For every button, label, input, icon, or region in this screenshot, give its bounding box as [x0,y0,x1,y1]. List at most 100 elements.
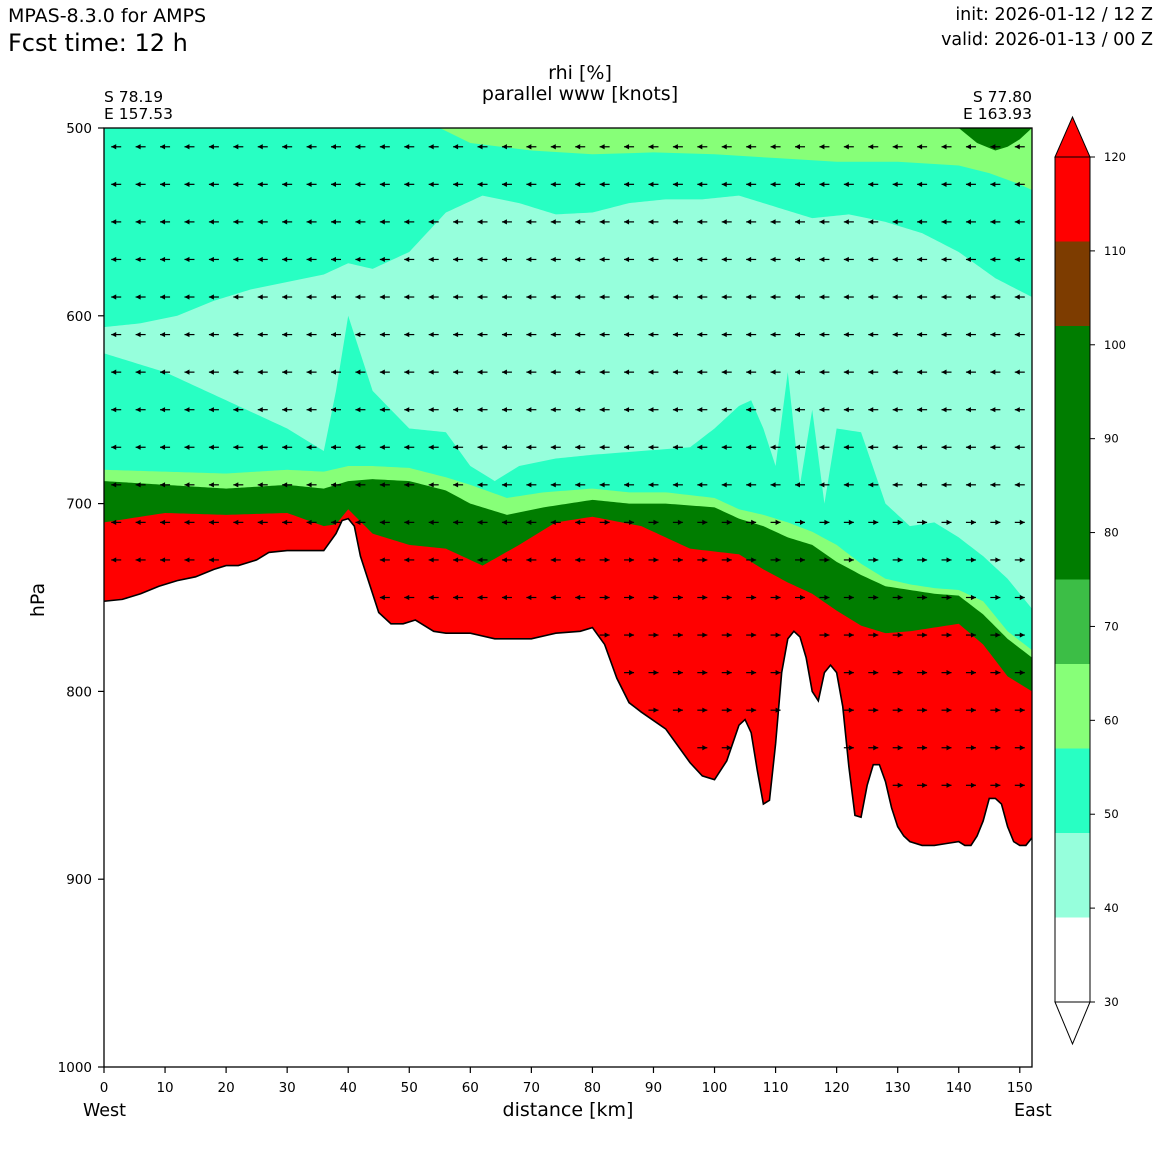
wind-arrow [501,444,512,450]
wind-arrow [599,407,610,413]
wind-arrow [306,294,317,300]
wind-arrow [379,594,390,601]
wind-arrow [843,707,854,713]
wind-arrow [135,557,146,563]
wind-arrow [208,557,219,563]
wind-arrow [526,369,537,375]
colorbar-level [1055,664,1090,749]
wind-arrow [477,444,488,450]
wind-arrow [892,369,903,375]
wind-arrow [208,331,219,338]
wind-arrow [990,745,1001,751]
wind-arrow [501,594,512,601]
wind-arrow [526,557,537,563]
wind-arrow [965,256,976,263]
wind-arrow [624,369,635,375]
wind-arrow [795,482,805,488]
wind-arrow [868,294,879,300]
wind-arrow [672,594,683,601]
wind-arrow [819,407,830,413]
forecast-time-label: Fcst time: 12 h [8,29,188,57]
wind-arrow [331,256,341,263]
wind-arrow [917,782,928,788]
terrain-outline [104,517,1032,847]
wind-arrow [453,557,464,563]
wind-arrow [282,407,293,413]
wind-arrow [868,144,879,150]
wind-arrow [746,331,757,338]
wind-arrow [453,331,464,338]
chart-subtitle: parallel www [knots] [481,83,679,105]
wind-arrow [233,256,244,263]
wind-arrow [501,519,512,525]
wind-arrow [135,144,146,150]
wind-arrow [721,707,732,713]
wind-arrow [770,407,781,413]
wind-arrow [135,482,146,488]
valid-time-label: valid: 2026-01-13 / 00 Z [941,30,1153,50]
wind-arrow [404,594,415,601]
wind-arrow [111,144,122,150]
wind-arrow [404,557,415,563]
wind-arrow [404,256,415,263]
wind-arrow [965,632,976,638]
wind-arrow [550,219,561,225]
wind-arrow [379,219,390,225]
wind-arrow [746,219,757,225]
wind-arrow [648,632,659,638]
wind-arrow [990,782,1001,788]
wind-arrow [917,181,928,187]
wind-arrow [721,519,732,525]
wind-arrow [746,369,757,375]
wind-arrow [233,181,244,187]
wind-arrow [721,745,732,751]
wind-arrow [501,219,512,225]
wind-arrow [257,256,268,263]
wind-arrow [892,782,903,788]
wind-arrow [941,557,952,563]
wind-arrow [672,294,683,300]
wind-arrow [160,144,171,150]
wind-arrow [208,219,219,225]
wind-arrow [306,256,317,263]
wind-arrow [550,256,561,263]
wind-arrow [526,444,537,450]
wind-arrow [697,557,708,563]
wind-arrow [721,444,732,450]
colorbar-frame [1054,156,1091,1003]
wind-arrow [892,482,903,488]
wind-arrow [208,519,219,525]
wind-arrow [550,594,561,601]
wind-arrow [819,519,830,525]
wind-arrow [819,331,830,338]
wind-arrow [160,256,171,263]
wind-arrow [1014,632,1025,638]
wind-arrow [770,519,781,525]
wind-arrow [672,369,683,375]
wind-arrow [648,557,659,563]
wind-arrow [331,444,341,450]
wind-arrow [624,557,635,563]
colorbar-level [1055,579,1090,664]
wind-arrow [1014,707,1025,713]
wind-arrow [599,444,610,450]
wind-arrow [306,407,317,413]
right-end-lat: S 77.80 [972,88,1032,106]
wind-arrow [135,407,146,413]
wind-arrow [746,707,757,713]
wind-arrow [599,632,610,638]
wind-arrow [990,144,1001,150]
right-end-lon: E 163.93 [963,105,1032,123]
wind-arrow [184,482,195,488]
wind-arrow [746,594,757,601]
wind-arrow [721,219,732,225]
wind-arrow [331,144,341,150]
wind-arrow [624,519,635,525]
wind-arrow [453,444,464,450]
wind-arrow [770,219,781,225]
wind-arrow [599,482,610,488]
wind-arrow [721,144,732,150]
wind-arrow [770,369,781,375]
wind-arrow [843,632,854,638]
wind-arrow [648,444,659,450]
